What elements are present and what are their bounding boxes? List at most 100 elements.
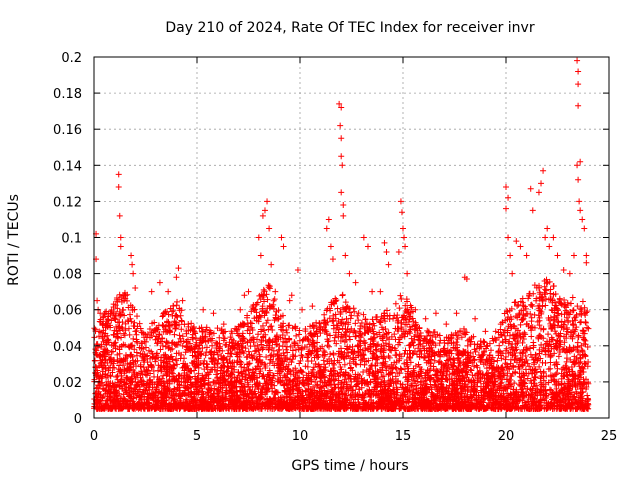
band-point bbox=[401, 333, 408, 340]
band-point bbox=[341, 396, 348, 403]
band-point bbox=[567, 300, 574, 307]
band-point bbox=[543, 280, 550, 287]
band-point bbox=[267, 323, 274, 330]
band-point bbox=[166, 329, 173, 336]
band-point bbox=[146, 326, 153, 333]
band-point bbox=[126, 311, 133, 318]
band-point bbox=[95, 382, 102, 389]
band-point bbox=[183, 330, 190, 337]
band-point bbox=[219, 392, 226, 399]
band-point bbox=[122, 327, 129, 334]
band-point bbox=[132, 328, 139, 335]
band-point bbox=[417, 332, 424, 339]
band-point bbox=[547, 359, 554, 366]
band-point bbox=[563, 358, 570, 365]
band-point bbox=[528, 318, 535, 325]
band-point bbox=[317, 378, 324, 385]
band-point bbox=[451, 357, 458, 364]
band-point bbox=[377, 348, 384, 355]
band-point bbox=[503, 345, 510, 352]
band-point bbox=[244, 312, 251, 319]
band-point bbox=[295, 346, 302, 353]
band-point bbox=[164, 328, 171, 335]
band-point bbox=[135, 388, 142, 395]
band-point bbox=[130, 335, 137, 342]
band-point bbox=[422, 374, 429, 381]
band-point bbox=[362, 316, 369, 323]
band-point bbox=[122, 320, 129, 327]
band-point bbox=[137, 361, 144, 368]
band-point bbox=[343, 328, 350, 335]
band-point bbox=[435, 359, 442, 366]
band-point bbox=[222, 341, 229, 348]
band-point bbox=[342, 369, 349, 376]
band-point bbox=[283, 326, 290, 333]
band-point bbox=[238, 369, 245, 376]
band-point bbox=[272, 394, 279, 401]
band-point bbox=[271, 317, 278, 324]
band-point bbox=[348, 312, 355, 319]
band-point bbox=[473, 345, 480, 352]
band-point bbox=[504, 327, 511, 334]
band-point bbox=[273, 308, 280, 315]
band-point bbox=[283, 329, 290, 336]
band-point bbox=[379, 373, 386, 380]
band-point bbox=[186, 340, 193, 347]
band-point bbox=[102, 330, 109, 337]
band-point bbox=[536, 346, 543, 353]
band-point bbox=[277, 378, 284, 385]
band-point bbox=[263, 353, 270, 360]
band-point bbox=[305, 348, 312, 355]
band-point bbox=[349, 343, 356, 350]
band-point bbox=[390, 315, 397, 322]
band-point bbox=[548, 387, 555, 394]
band-point bbox=[550, 282, 557, 289]
band-point bbox=[288, 359, 295, 366]
band-point bbox=[238, 364, 245, 371]
band-point bbox=[269, 405, 276, 412]
band-point bbox=[373, 380, 380, 387]
band-point bbox=[266, 344, 273, 351]
band-point bbox=[182, 360, 189, 367]
band-point bbox=[554, 312, 561, 319]
band-point bbox=[267, 381, 274, 388]
band-point bbox=[351, 308, 358, 315]
band-point bbox=[168, 395, 175, 402]
band-point bbox=[408, 335, 415, 342]
band-point bbox=[396, 305, 403, 312]
band-point bbox=[151, 319, 158, 326]
band-point bbox=[534, 386, 541, 393]
band-point bbox=[109, 348, 116, 355]
band-point bbox=[292, 346, 299, 353]
band-point bbox=[497, 400, 504, 407]
band-point bbox=[134, 313, 141, 320]
band-point bbox=[321, 373, 328, 380]
band-point bbox=[534, 390, 541, 397]
band-point bbox=[101, 346, 108, 353]
band-point bbox=[358, 384, 365, 391]
band-point bbox=[117, 367, 124, 374]
band-point bbox=[337, 320, 344, 327]
band-point bbox=[543, 287, 550, 294]
band-point bbox=[548, 341, 555, 348]
band-point bbox=[116, 350, 123, 357]
band-point bbox=[527, 377, 534, 384]
band-point bbox=[292, 382, 299, 389]
band-point bbox=[458, 334, 465, 341]
band-point bbox=[218, 326, 225, 333]
band-point bbox=[114, 305, 121, 312]
band-point bbox=[361, 355, 368, 362]
band-point bbox=[277, 379, 284, 386]
band-point bbox=[122, 352, 129, 359]
band-point bbox=[454, 336, 461, 343]
band-point bbox=[510, 386, 517, 393]
band-point bbox=[381, 377, 388, 384]
band-point bbox=[201, 357, 208, 364]
band-point bbox=[524, 375, 531, 382]
band-point bbox=[519, 379, 526, 386]
band-point bbox=[357, 322, 364, 329]
band-point bbox=[184, 336, 191, 343]
band-point bbox=[154, 339, 161, 346]
band-point bbox=[470, 392, 477, 399]
band-point bbox=[402, 302, 409, 309]
